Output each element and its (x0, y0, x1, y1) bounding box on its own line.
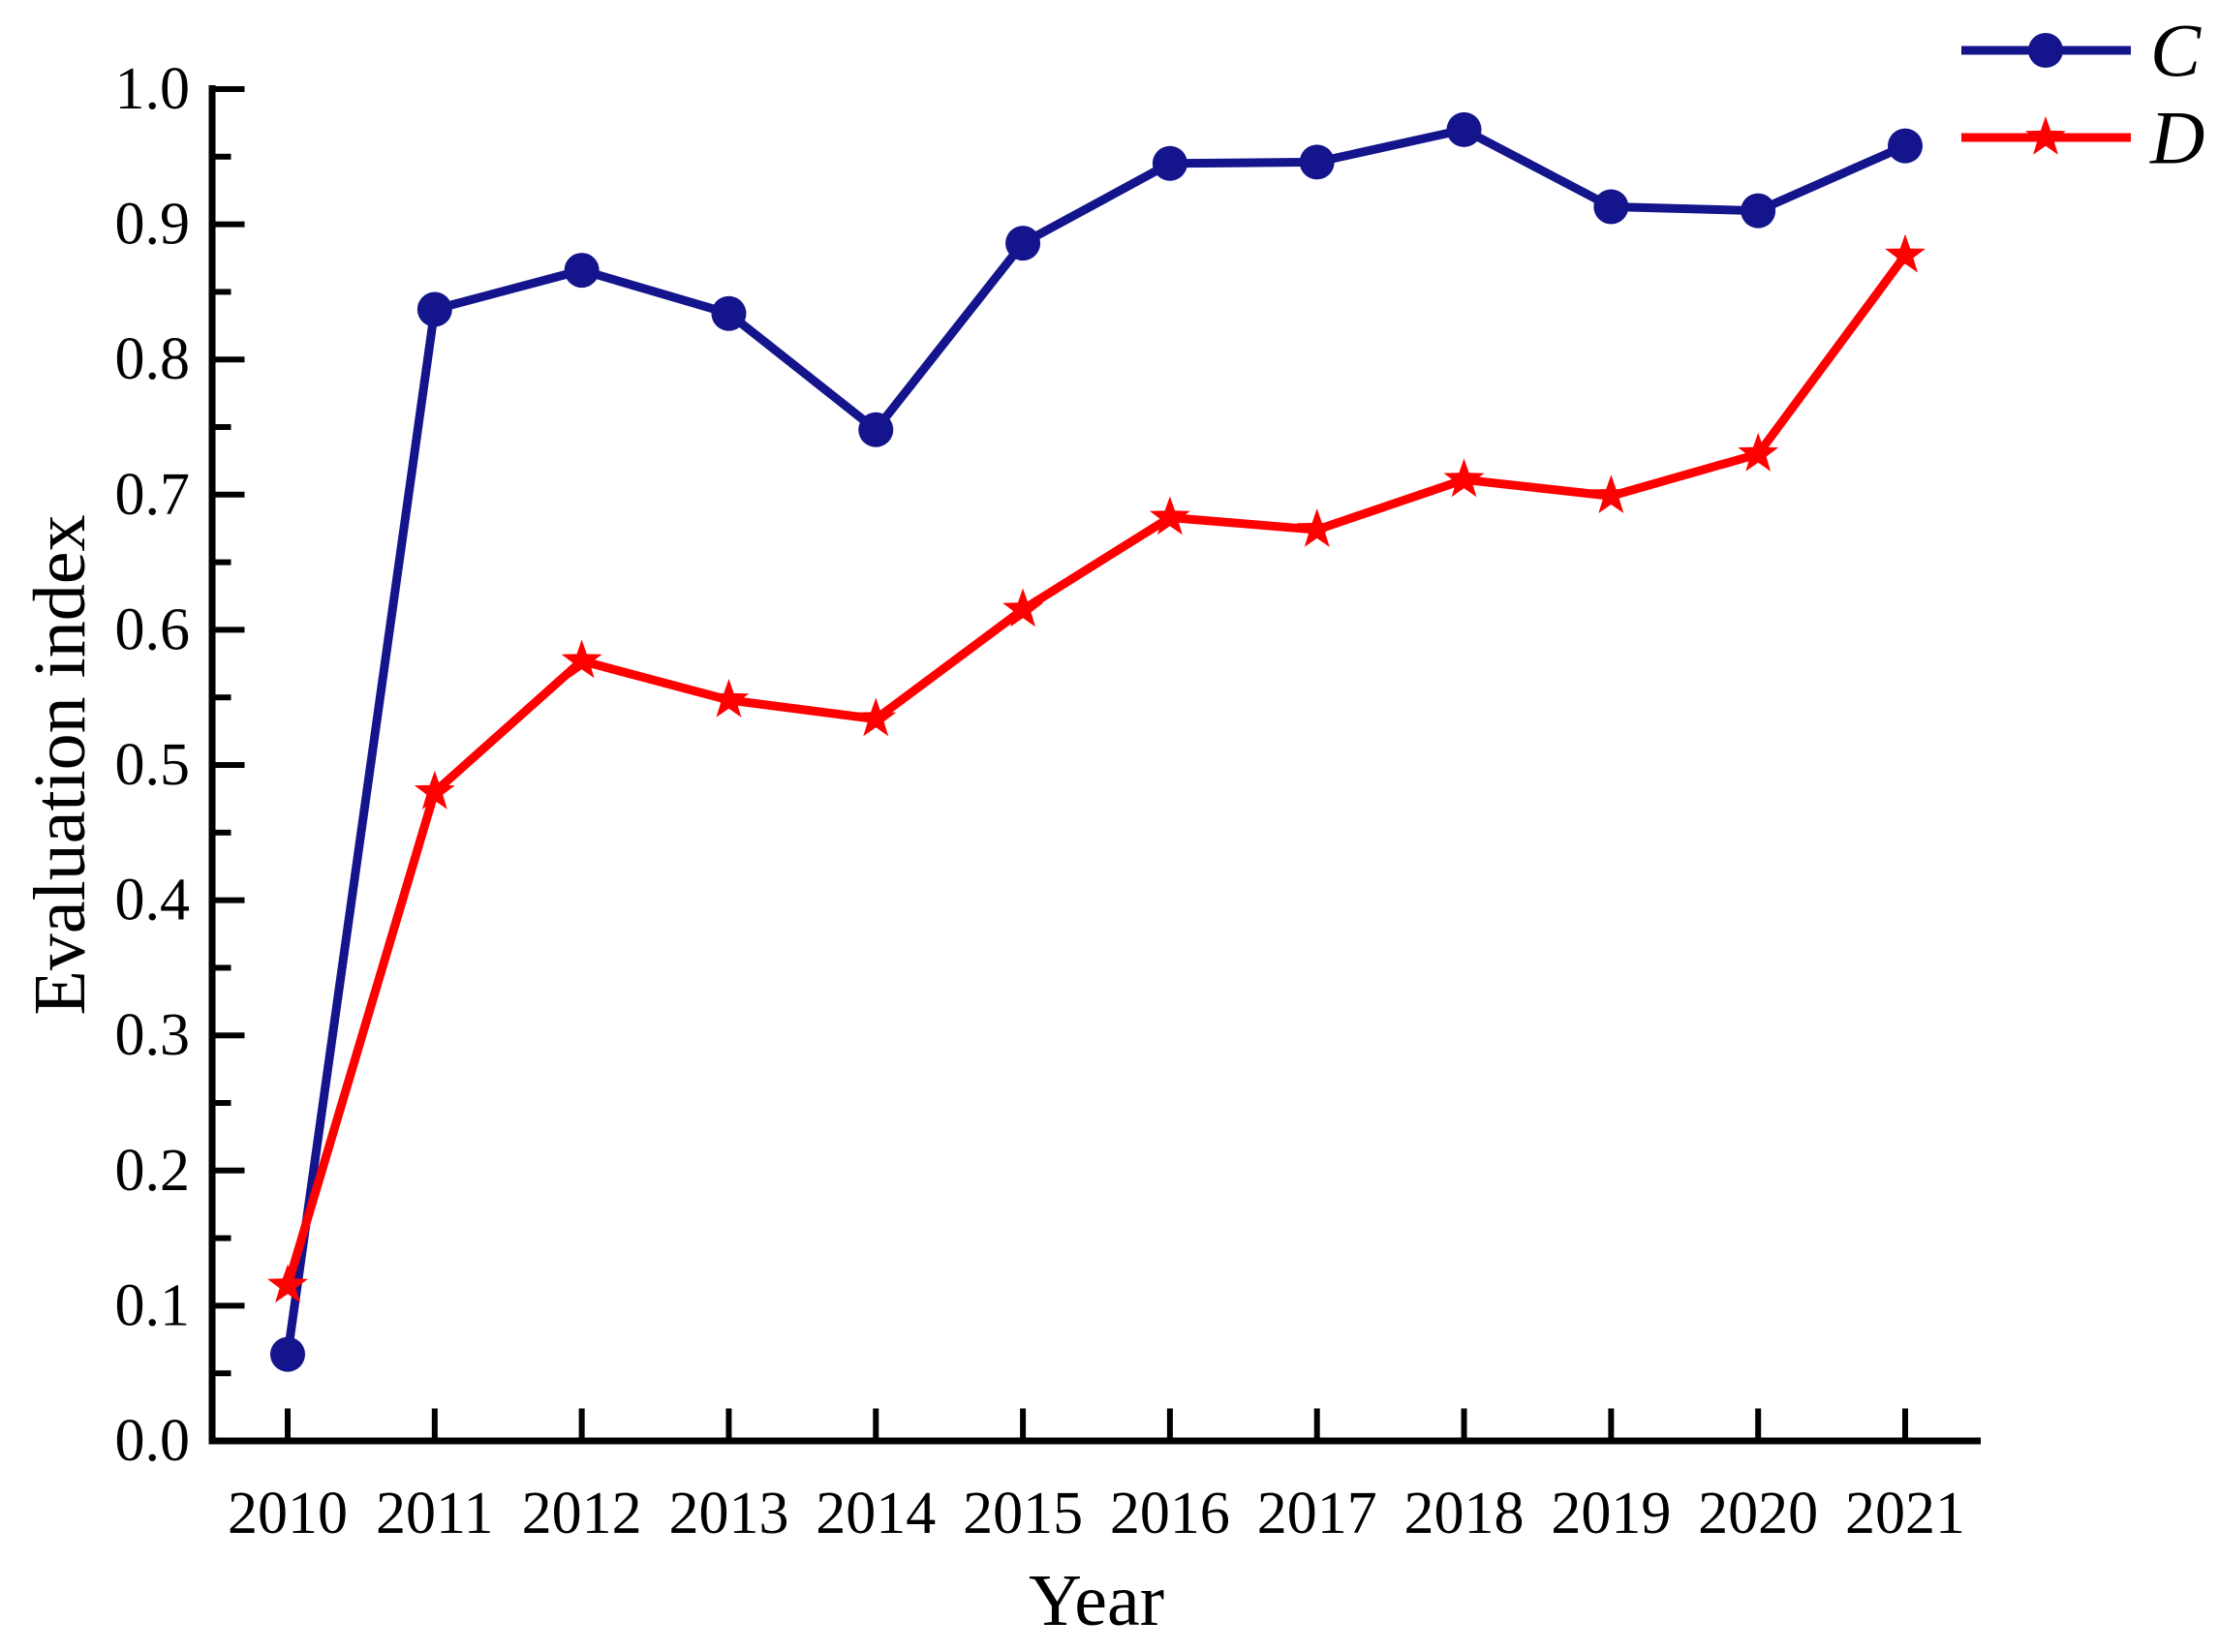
y-tick-label: 0.6 (115, 597, 191, 662)
x-tick-label: 2016 (1110, 1481, 1230, 1546)
series-marker-C-2015 (1005, 226, 1041, 261)
series-marker-D-2020 (1738, 432, 1779, 472)
legend-label-D: D (2149, 96, 2204, 180)
series-marker-D-2019 (1590, 474, 1632, 513)
legend-item-D: D (1961, 96, 2204, 180)
series-marker-C-2020 (1741, 193, 1776, 229)
x-tick-label: 2013 (668, 1481, 788, 1546)
series-marker-C-2021 (1888, 128, 1923, 164)
x-tick-label: 2011 (376, 1481, 494, 1546)
series-marker-C-2016 (1152, 145, 1187, 181)
x-tick-label: 2010 (228, 1481, 348, 1546)
series-marker-C-2012 (564, 253, 600, 289)
series-marker-D-2011 (414, 770, 455, 810)
series-line-D (283, 253, 1909, 1287)
series-marker-C-2010 (270, 1336, 305, 1372)
y-tick-label: 0.3 (115, 1002, 191, 1068)
y-axis-title: Evaluation index (19, 514, 101, 1015)
series-marker-D-2014 (855, 697, 897, 737)
x-tick-label: 2020 (1698, 1481, 1818, 1546)
y-tick-label: 0.2 (115, 1138, 191, 1204)
series-marker-D-2013 (708, 679, 750, 718)
y-tick-label: 0.8 (115, 326, 191, 392)
x-tick-label: 2019 (1551, 1481, 1671, 1546)
series-marker-C-2017 (1299, 144, 1335, 180)
legend-label-C: C (2150, 9, 2202, 93)
y-tick-label: 1.0 (115, 56, 191, 122)
y-tick-label: 0.7 (115, 462, 191, 528)
x-tick-label: 2021 (1845, 1481, 1965, 1546)
legend-marker-circle-C (2028, 33, 2063, 68)
series-marker-D-2010 (267, 1264, 308, 1303)
y-tick-label: 0.4 (115, 868, 191, 933)
series-marker-C-2019 (1593, 189, 1629, 225)
series-marker-C-2011 (416, 291, 452, 327)
series-marker-D-2017 (1296, 508, 1338, 547)
y-tick-label: 0.9 (115, 192, 191, 258)
series-marker-D-2016 (1150, 496, 1190, 535)
series-marker-D-2021 (1885, 233, 1926, 273)
y-tick-label: 0.1 (115, 1272, 191, 1338)
series-marker-C-2013 (711, 295, 747, 331)
series-marker-D-2018 (1443, 458, 1485, 498)
series-marker-D-2012 (561, 639, 602, 679)
x-tick-label: 2012 (522, 1481, 642, 1546)
x-tick-label: 2018 (1404, 1481, 1525, 1546)
x-axis-title: Year (1029, 1560, 1164, 1641)
legend-item-C: C (1961, 9, 2202, 93)
series-marker-C-2018 (1446, 111, 1482, 147)
series-line-C (283, 125, 1907, 1356)
y-tick-label: 0.5 (115, 732, 191, 798)
series-marker-D-2015 (1002, 588, 1043, 627)
x-tick-label: 2015 (963, 1481, 1083, 1546)
legend-marker-star-D (2025, 116, 2066, 155)
x-tick-label: 2017 (1257, 1481, 1377, 1546)
x-tick-label: 2014 (816, 1481, 936, 1546)
y-tick-label: 0.0 (115, 1408, 191, 1474)
series-marker-C-2014 (858, 412, 894, 447)
